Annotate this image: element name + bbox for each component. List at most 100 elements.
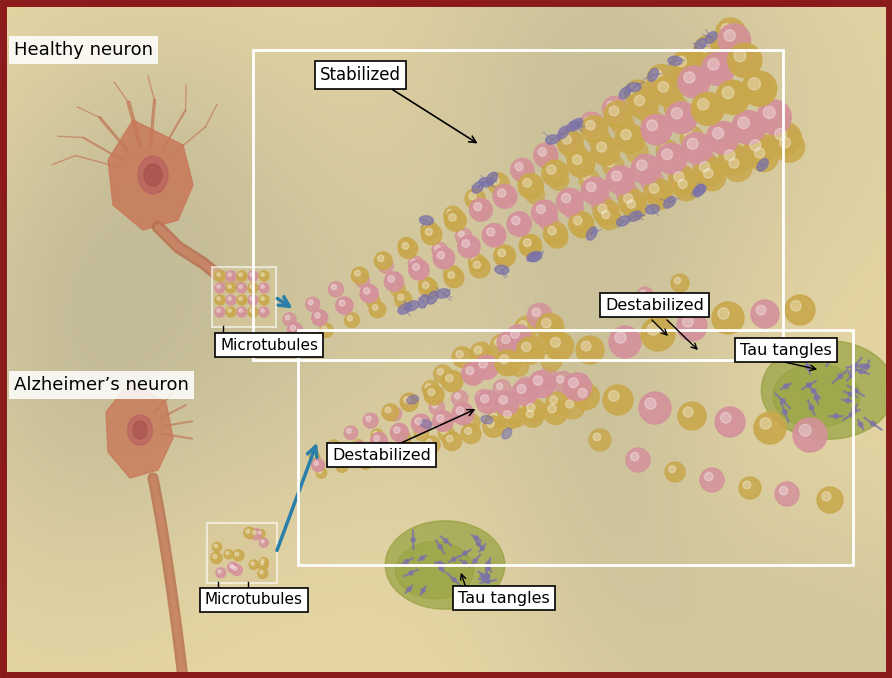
Circle shape (611, 113, 634, 135)
Circle shape (695, 95, 719, 119)
Circle shape (237, 283, 247, 293)
Circle shape (491, 177, 500, 184)
Circle shape (725, 151, 734, 159)
Circle shape (647, 120, 657, 131)
Ellipse shape (128, 415, 153, 445)
Circle shape (402, 243, 409, 250)
Circle shape (515, 317, 537, 339)
Circle shape (227, 285, 231, 288)
Circle shape (528, 371, 555, 397)
Circle shape (501, 335, 510, 344)
Circle shape (742, 71, 777, 106)
Circle shape (849, 373, 855, 378)
Circle shape (529, 188, 536, 195)
Circle shape (539, 212, 558, 231)
Circle shape (545, 354, 552, 361)
Ellipse shape (706, 32, 717, 43)
Circle shape (417, 428, 422, 434)
Circle shape (853, 363, 857, 368)
Circle shape (418, 277, 434, 293)
Circle shape (508, 407, 526, 426)
Circle shape (432, 403, 437, 408)
Circle shape (846, 398, 850, 403)
Circle shape (347, 428, 351, 433)
Circle shape (401, 241, 407, 246)
Circle shape (538, 367, 558, 388)
Circle shape (495, 350, 521, 376)
Circle shape (537, 313, 564, 340)
Circle shape (678, 66, 710, 98)
Circle shape (576, 336, 604, 364)
Circle shape (215, 295, 225, 305)
Circle shape (250, 309, 253, 313)
Circle shape (310, 452, 319, 462)
Circle shape (558, 130, 583, 156)
Circle shape (409, 571, 413, 575)
Circle shape (400, 434, 405, 439)
Circle shape (712, 302, 744, 334)
Circle shape (652, 70, 662, 79)
Circle shape (652, 76, 683, 106)
Circle shape (772, 126, 800, 154)
Circle shape (762, 106, 789, 133)
Circle shape (452, 557, 456, 561)
Circle shape (760, 418, 771, 429)
Circle shape (344, 313, 359, 327)
Circle shape (607, 159, 614, 167)
Circle shape (541, 372, 549, 378)
Circle shape (702, 52, 735, 85)
Circle shape (566, 143, 587, 164)
Circle shape (833, 414, 838, 418)
Circle shape (589, 429, 611, 451)
Ellipse shape (693, 185, 706, 195)
Circle shape (550, 338, 560, 347)
Circle shape (658, 81, 669, 92)
Circle shape (438, 426, 454, 441)
Ellipse shape (419, 216, 434, 225)
Circle shape (849, 412, 854, 417)
Circle shape (336, 461, 348, 473)
Circle shape (437, 252, 444, 259)
Circle shape (593, 433, 601, 441)
Circle shape (475, 355, 499, 379)
Circle shape (317, 468, 326, 478)
Circle shape (567, 150, 595, 177)
Circle shape (429, 399, 444, 415)
Circle shape (718, 80, 743, 105)
Circle shape (652, 72, 677, 98)
Circle shape (340, 300, 344, 304)
Circle shape (339, 300, 345, 306)
Circle shape (586, 182, 596, 192)
Circle shape (683, 407, 693, 417)
Circle shape (538, 148, 547, 156)
Circle shape (715, 18, 746, 48)
Circle shape (684, 72, 695, 83)
Circle shape (721, 28, 749, 56)
Circle shape (217, 309, 220, 313)
Circle shape (482, 578, 486, 582)
Circle shape (259, 271, 269, 281)
Circle shape (574, 384, 599, 410)
Circle shape (520, 235, 541, 256)
Circle shape (451, 391, 467, 407)
Circle shape (494, 391, 519, 416)
Circle shape (698, 163, 725, 191)
Circle shape (296, 336, 301, 341)
Ellipse shape (144, 164, 162, 186)
Circle shape (723, 85, 731, 94)
Circle shape (290, 325, 295, 331)
Circle shape (468, 254, 486, 271)
Circle shape (252, 531, 256, 534)
Circle shape (366, 416, 371, 421)
Ellipse shape (133, 421, 147, 439)
Circle shape (226, 295, 236, 305)
Circle shape (216, 568, 226, 578)
Circle shape (227, 562, 238, 573)
Ellipse shape (528, 252, 542, 261)
Circle shape (424, 385, 444, 405)
Ellipse shape (481, 416, 493, 424)
Circle shape (511, 216, 520, 225)
Circle shape (260, 538, 268, 547)
Circle shape (412, 264, 419, 271)
Circle shape (401, 393, 418, 412)
